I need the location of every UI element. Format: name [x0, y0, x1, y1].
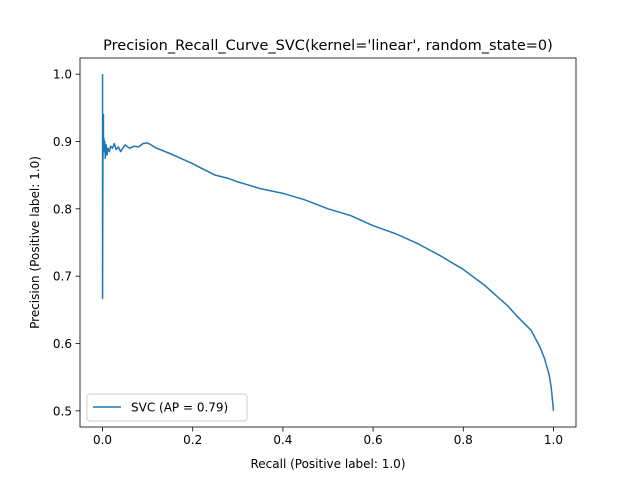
x-tick-label: 1.0 — [544, 433, 563, 447]
plot-area: 0.0 0.2 0.4 0.6 0.8 1.0 0.5 0.6 0.7 0.8 0.9 1.0 — [53, 57, 577, 447]
y-tick-label: 1.0 — [53, 68, 72, 82]
axes-frame — [79, 57, 577, 428]
chart-title: Precision_Recall_Curve_SVC(kernel='linea… — [103, 38, 553, 54]
x-tick-label: 0.6 — [364, 433, 383, 447]
y-tick-label: 0.8 — [53, 202, 72, 216]
y-axis-label: Precision (Positive label: 1.0) — [28, 156, 42, 329]
y-tick-label: 0.9 — [53, 135, 72, 149]
x-tick-label: 0.2 — [183, 433, 202, 447]
legend: SVC (AP = 0.79) — [86, 393, 248, 422]
x-tick-label: 0.0 — [93, 433, 112, 447]
series-line-svc — [101, 74, 555, 411]
x-tick-label: 0.8 — [454, 433, 473, 447]
y-tick-label: 0.7 — [53, 270, 72, 284]
x-tick-label: 0.4 — [273, 433, 292, 447]
y-axis-ticks: 0.5 0.6 0.7 0.8 0.9 1.0 — [53, 68, 80, 418]
y-tick-label: 0.6 — [53, 337, 72, 351]
y-tick-label: 0.5 — [53, 404, 72, 418]
legend-box — [86, 393, 248, 422]
x-axis-label: Recall (Positive label: 1.0) — [250, 457, 405, 471]
x-axis-ticks: 0.0 0.2 0.4 0.6 0.8 1.0 — [93, 427, 563, 447]
legend-label-svc: SVC (AP = 0.79) — [131, 401, 228, 415]
